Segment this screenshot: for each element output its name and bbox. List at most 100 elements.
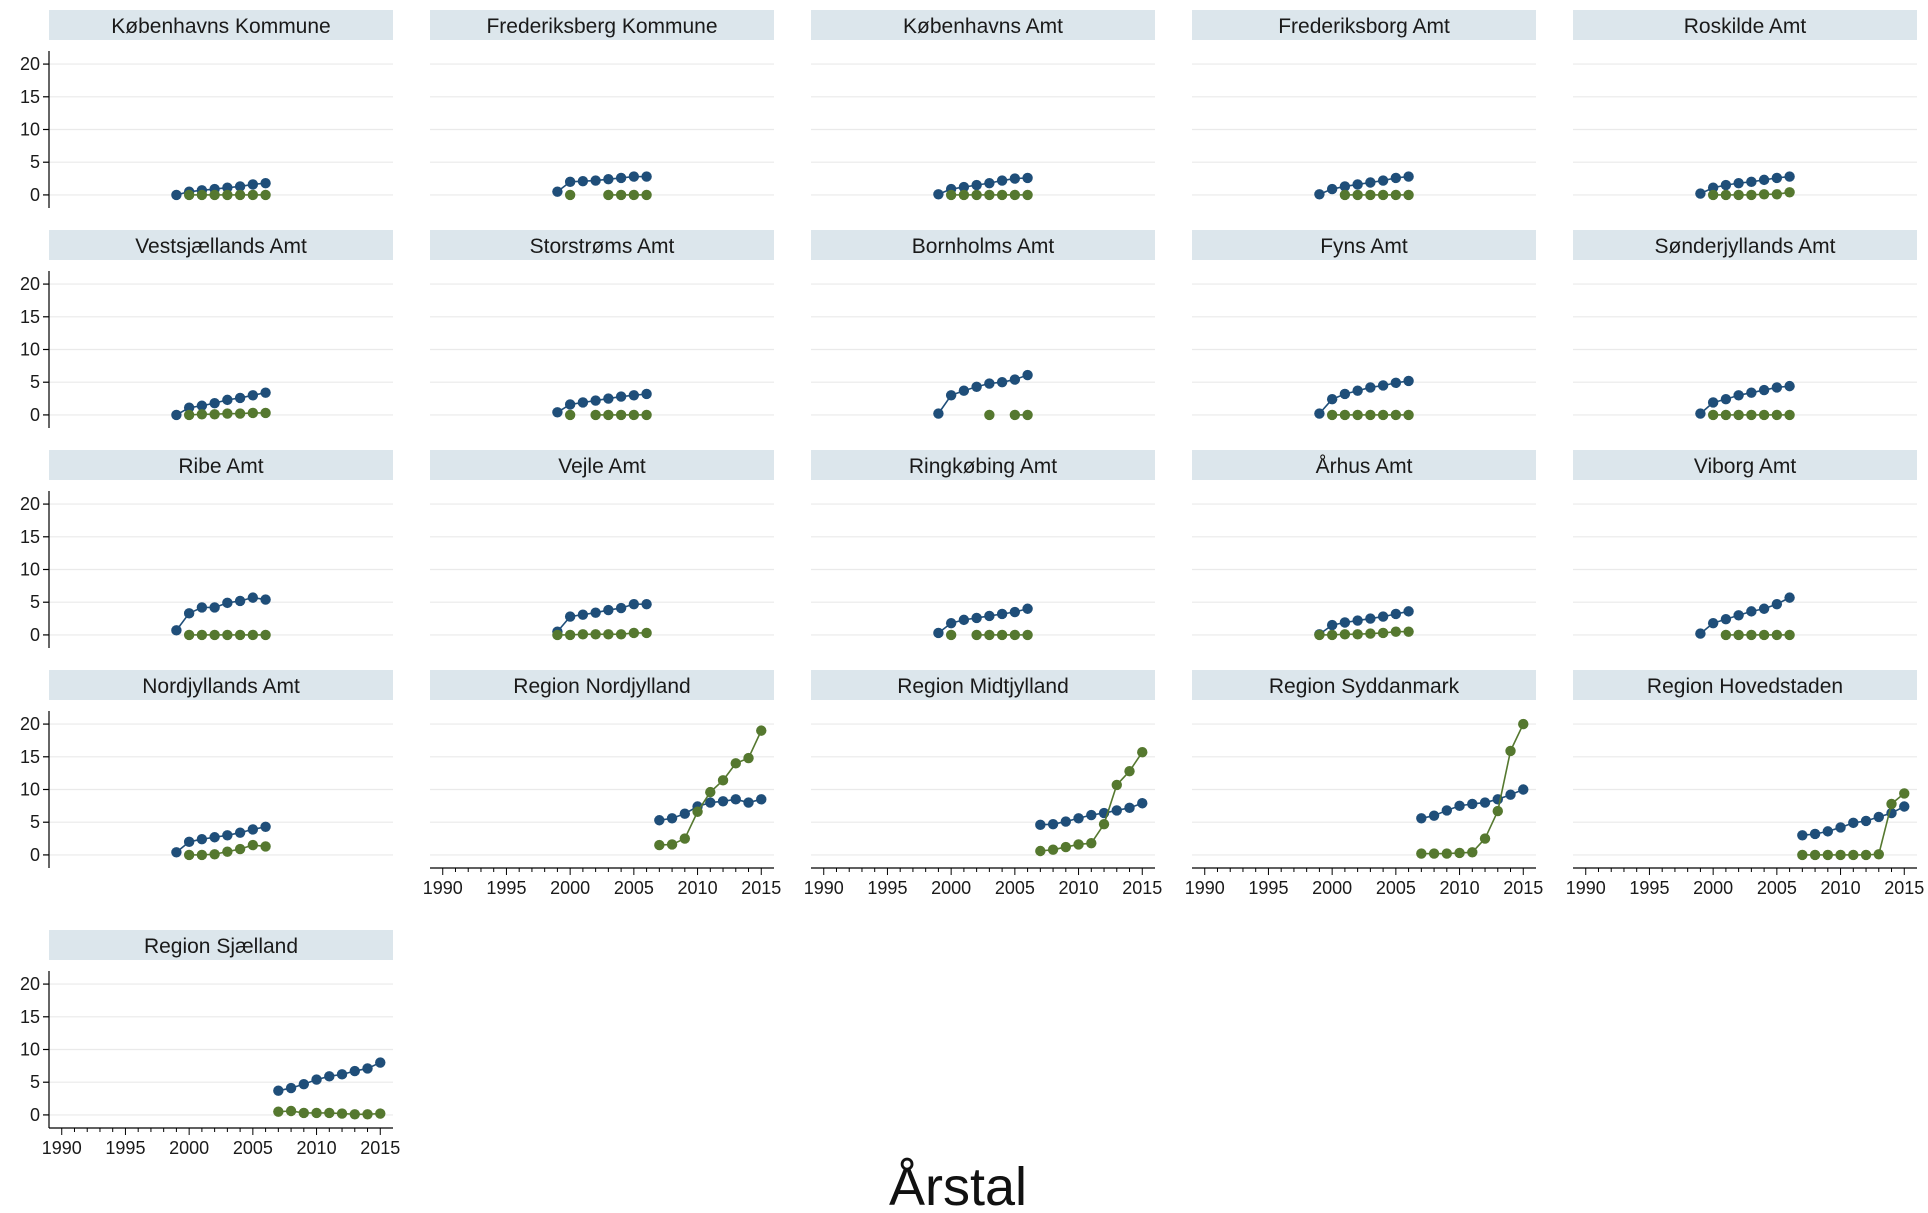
data-point [1035, 845, 1046, 857]
data-point [171, 847, 182, 858]
panel-strip [49, 10, 393, 40]
data-point [183, 189, 195, 201]
y-tick-label: 10 [20, 560, 40, 580]
data-point [603, 189, 614, 201]
data-point [1086, 837, 1097, 849]
data-point [273, 1106, 284, 1117]
data-point [1505, 745, 1516, 757]
x-tick-label: 2015 [1503, 878, 1543, 898]
y-tick-label: 15 [20, 87, 40, 107]
panel: Vestsjællands Amt 0 5 10 15 20 [20, 230, 393, 428]
panel-strip [1192, 670, 1536, 700]
data-point [247, 189, 259, 201]
data-point [1835, 822, 1846, 833]
data-point [1758, 189, 1770, 200]
data-point [1403, 171, 1414, 182]
x-tick-label: 2005 [233, 1138, 273, 1158]
y-tick-label: 15 [20, 307, 40, 327]
data-point [1314, 408, 1325, 419]
data-point [1339, 189, 1351, 201]
panel: Vejle Amt [430, 450, 774, 641]
panel: Frederiksborg Amt [1192, 10, 1536, 201]
panel: Bornholms Amt [811, 230, 1155, 421]
data-point [1352, 189, 1363, 201]
data-point [1441, 805, 1453, 816]
data-point [1047, 844, 1059, 855]
y-tick-label: 5 [30, 812, 40, 832]
data-point [984, 378, 995, 389]
data-point [247, 407, 259, 419]
data-point [1746, 176, 1757, 188]
panel-title: Region Nordjylland [513, 675, 690, 698]
data-point [692, 806, 703, 817]
data-point [196, 834, 208, 845]
data-point [1352, 629, 1363, 640]
data-point [196, 602, 208, 613]
data-point [1707, 397, 1719, 408]
data-point [1377, 409, 1389, 421]
y-tick-label: 5 [30, 592, 40, 612]
data-point [247, 390, 259, 401]
data-point [564, 409, 576, 421]
data-point [1352, 179, 1363, 190]
data-point [1899, 801, 1910, 812]
data-point [641, 171, 652, 182]
data-point [234, 629, 246, 641]
data-point [183, 849, 195, 861]
data-point [222, 597, 233, 609]
series-line [1878, 803, 1893, 855]
data-point [1022, 603, 1033, 614]
data-point [1047, 818, 1059, 830]
y-tick-label: 10 [20, 780, 40, 800]
panel-strip [430, 230, 774, 260]
panel-strip [1192, 230, 1536, 260]
data-point [183, 409, 195, 421]
data-point [1022, 189, 1033, 201]
data-point [234, 181, 246, 192]
data-point [183, 836, 195, 848]
data-point [679, 808, 691, 819]
data-point [1733, 189, 1744, 201]
x-tick-label: 2000 [931, 878, 971, 898]
panel-title: Region Sjælland [144, 935, 298, 958]
data-point [1403, 606, 1414, 617]
data-point [756, 725, 767, 736]
data-point [1720, 409, 1732, 421]
data-point [641, 189, 652, 201]
panel-strip [811, 670, 1155, 700]
panel: Roskilde Amt [1573, 10, 1917, 201]
data-point [1428, 810, 1440, 821]
data-point [705, 797, 716, 808]
data-point [628, 598, 640, 610]
data-point [1365, 613, 1376, 624]
data-point [1124, 802, 1135, 814]
data-point [1707, 617, 1719, 629]
data-point [183, 629, 195, 641]
panel-strip [1573, 670, 1917, 700]
data-point [336, 1108, 348, 1119]
x-tick-label: 1995 [105, 1138, 145, 1158]
panel-strip [430, 670, 774, 700]
data-point [1403, 375, 1414, 387]
data-point [1809, 828, 1821, 840]
panel-title: Viborg Amt [1694, 455, 1796, 478]
data-point [247, 179, 259, 190]
x-tick-label: 2010 [1440, 878, 1480, 898]
data-point [1339, 617, 1351, 628]
panel-title: Ribe Amt [178, 455, 263, 478]
data-point [1720, 179, 1732, 191]
x-axis-title: Årstal [889, 1157, 1027, 1213]
data-point [1822, 849, 1834, 861]
panel-strip [1192, 450, 1536, 480]
data-point [945, 617, 957, 629]
data-point [628, 409, 640, 421]
panel-strip [811, 10, 1155, 40]
data-point [183, 608, 195, 619]
panels-layer: Københavns Kommune 0 5 10 15 20 Frederiksberg … [20, 10, 1924, 1158]
data-point [1695, 188, 1706, 199]
data-point [1746, 606, 1757, 617]
x-tick-label: 1995 [1629, 878, 1669, 898]
data-point [1454, 847, 1465, 859]
y-tick-label: 5 [30, 1072, 40, 1092]
x-tick-label: 2000 [1312, 878, 1352, 898]
